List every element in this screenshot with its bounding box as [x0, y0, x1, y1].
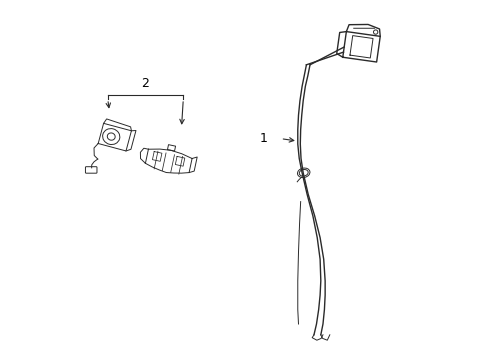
Text: 2: 2: [141, 77, 149, 90]
Text: 1: 1: [260, 132, 267, 145]
